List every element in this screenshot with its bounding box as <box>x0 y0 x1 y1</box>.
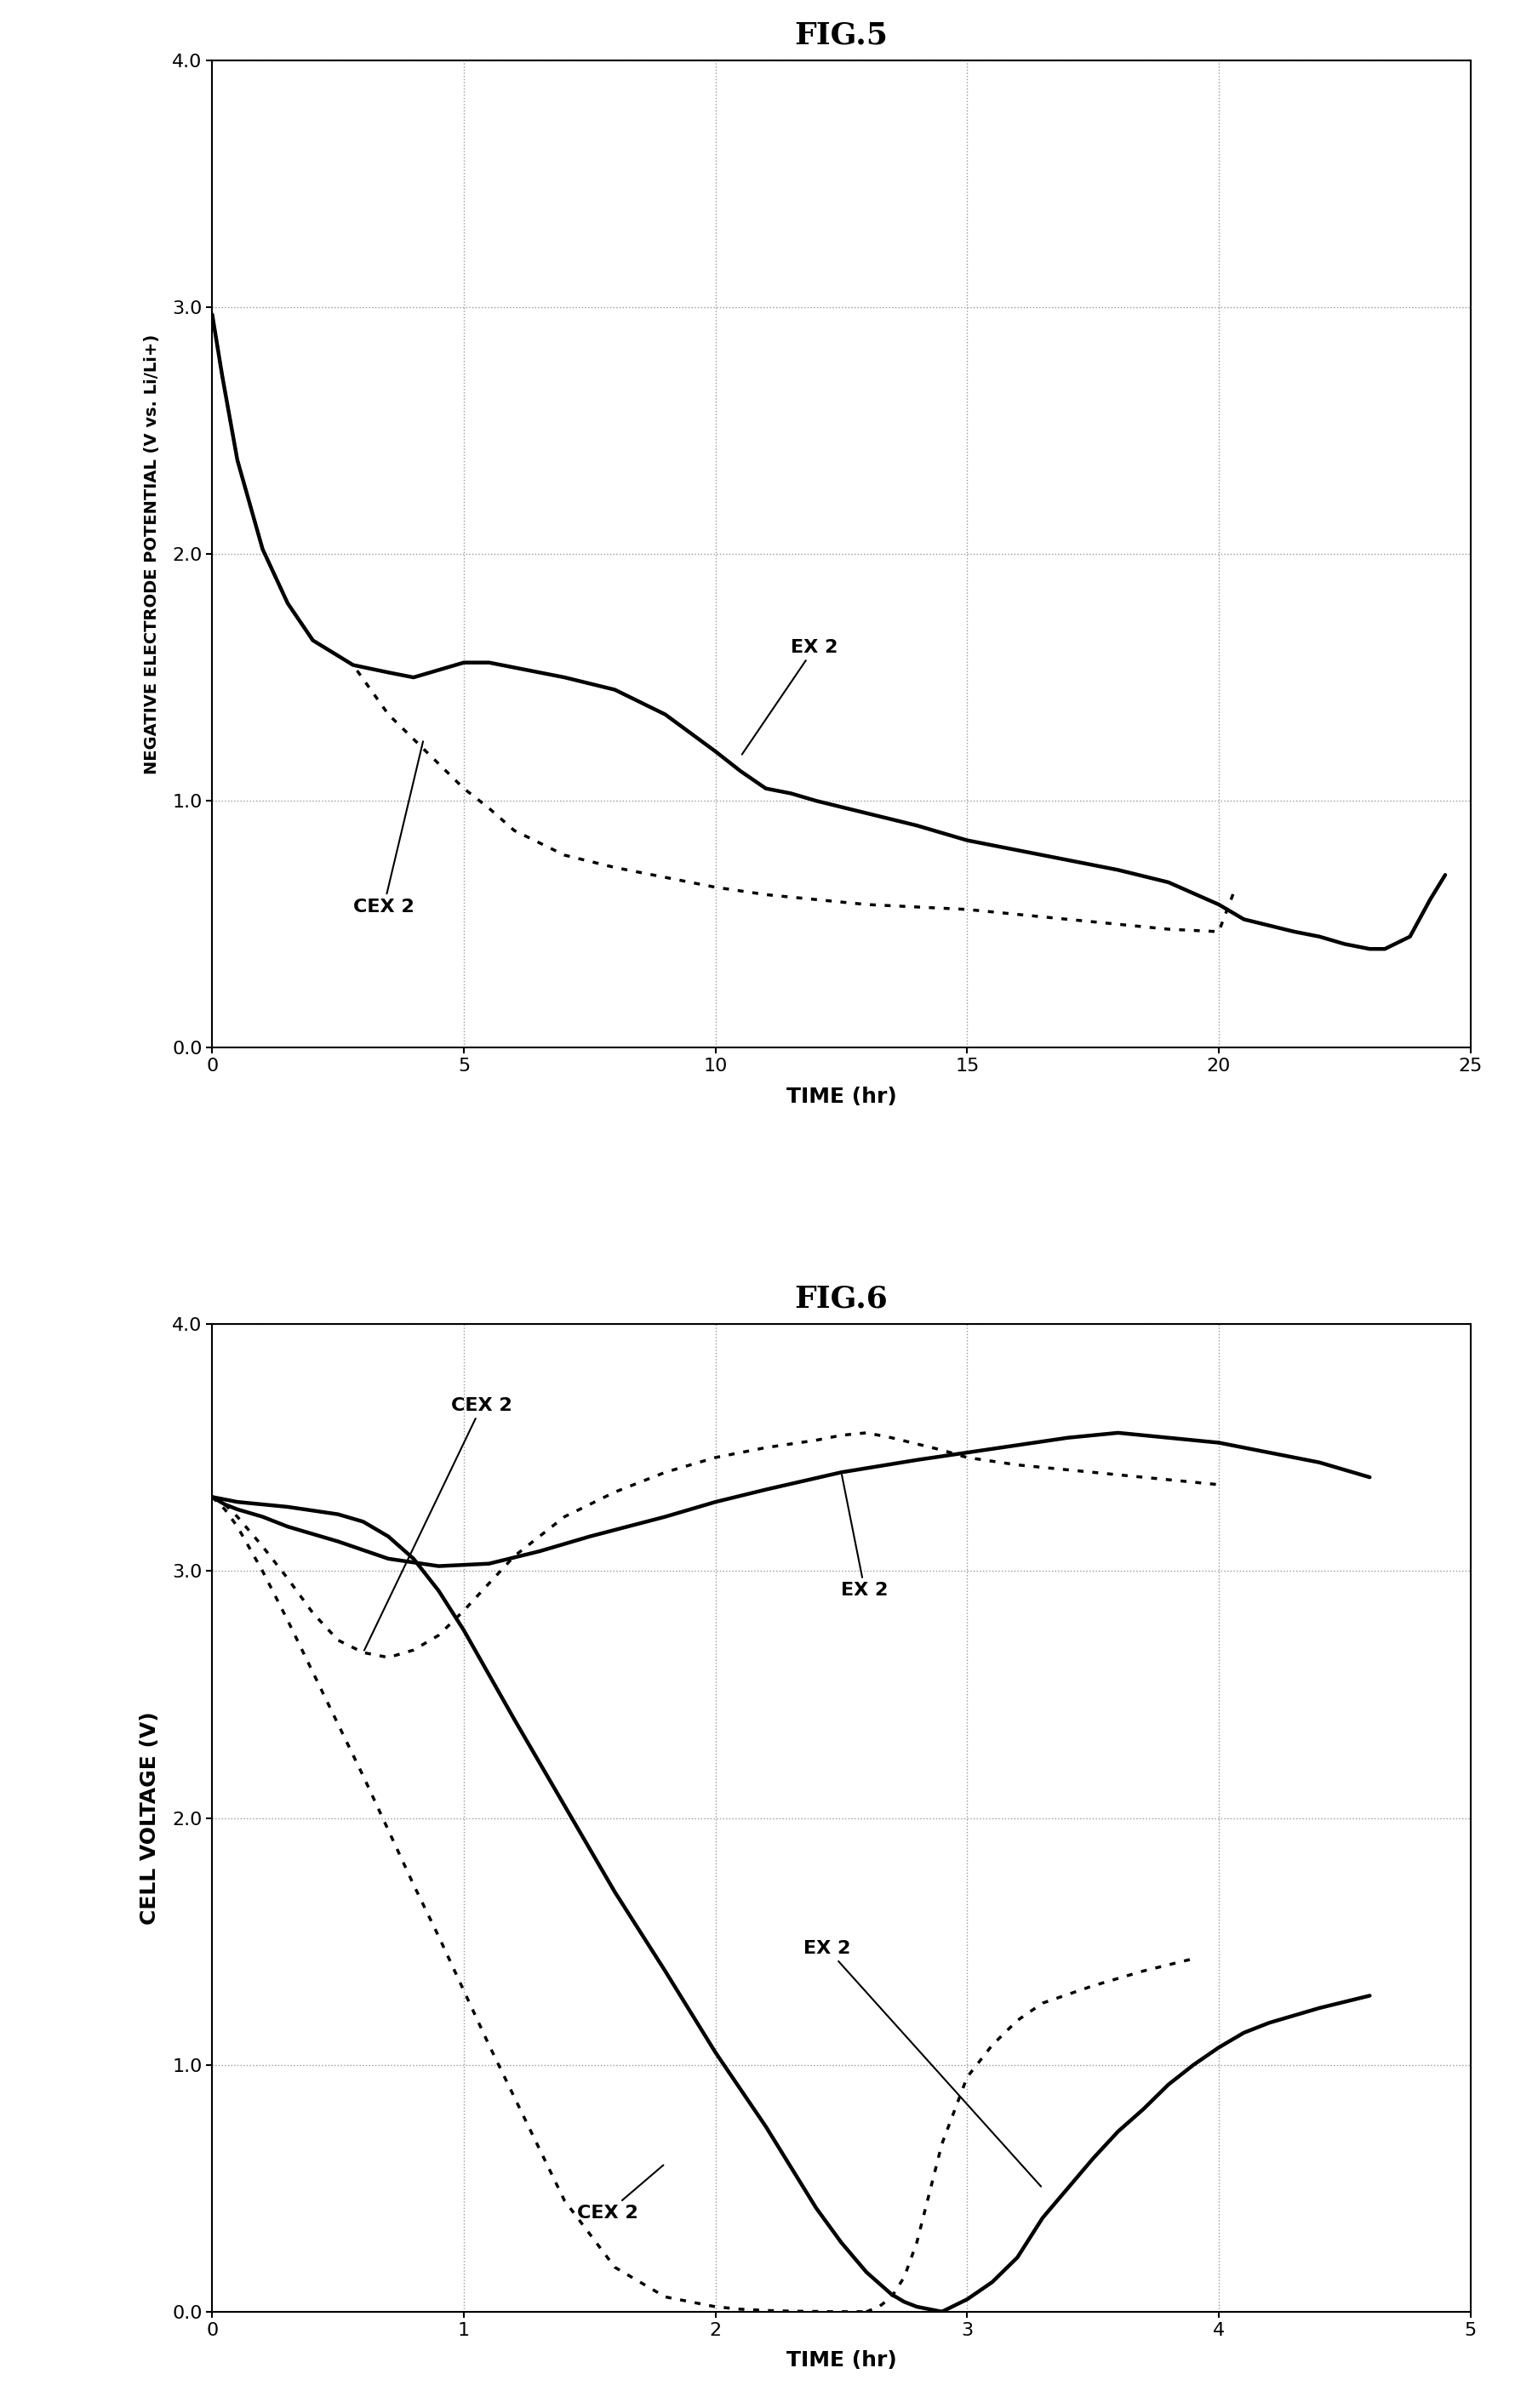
Text: EX 2: EX 2 <box>741 638 838 754</box>
Y-axis label: CELL VOLTAGE (V): CELL VOLTAGE (V) <box>139 1712 161 1924</box>
Title: FIG.6: FIG.6 <box>794 1286 888 1315</box>
Text: CEX 2: CEX 2 <box>364 1397 512 1649</box>
X-axis label: TIME (hr): TIME (hr) <box>786 1086 895 1108</box>
X-axis label: TIME (hr): TIME (hr) <box>786 2350 895 2372</box>
Text: EX 2: EX 2 <box>841 1474 888 1599</box>
Y-axis label: NEGATIVE ELECTRODE POTENTIAL (V vs. Li/Li+): NEGATIVE ELECTRODE POTENTIAL (V vs. Li/L… <box>144 335 161 773</box>
Title: FIG.5: FIG.5 <box>794 22 888 51</box>
Text: EX 2: EX 2 <box>803 1941 1041 2186</box>
Text: CEX 2: CEX 2 <box>353 742 423 915</box>
Text: CEX 2: CEX 2 <box>577 2165 664 2220</box>
